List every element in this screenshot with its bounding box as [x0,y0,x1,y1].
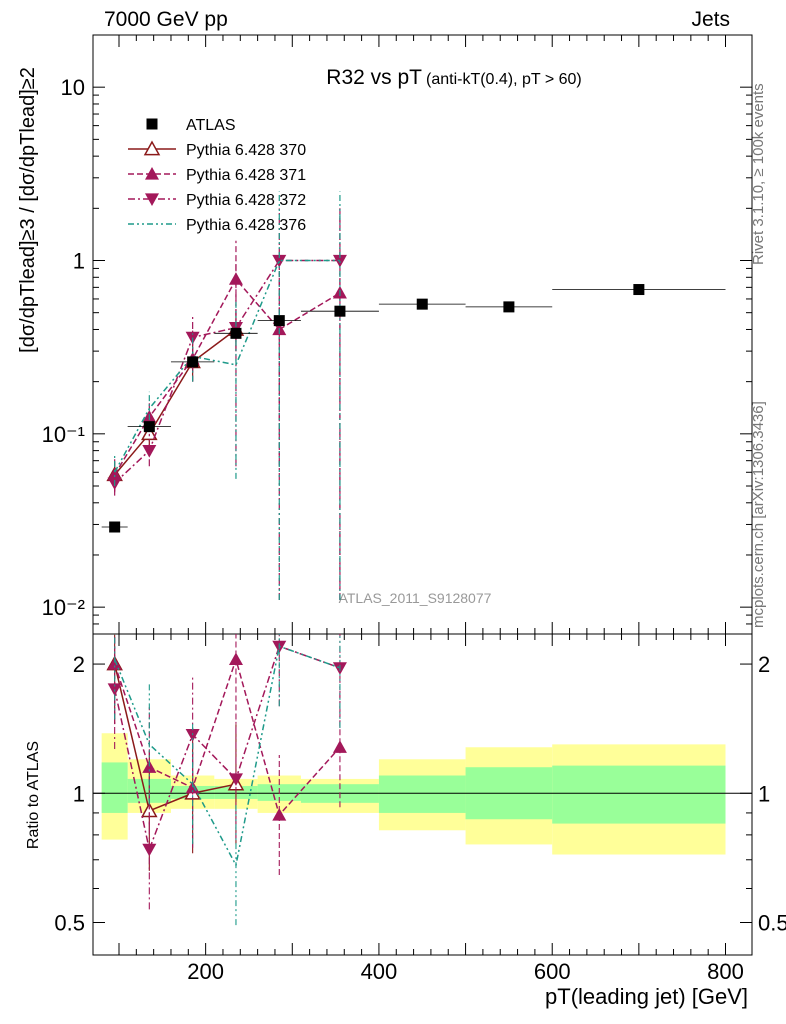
ratio-y-tick-label: 2 [73,652,85,677]
ratio-point-py372 [228,773,243,786]
series-line-py376 [114,259,340,473]
ratio-line-py371 [113,656,341,817]
ratio-y-tick-label-right: 0.5 [758,910,786,935]
point-atlas [334,305,346,317]
ratio-point-py372 [142,843,157,857]
legend-label-py376: Pythia 6.428 376 [186,217,306,234]
ratio-point-py372 [185,728,200,742]
y-tick-label: 1 [73,249,85,274]
ratio-frame [92,633,753,956]
ratio-point-py371 [272,808,287,821]
point-py372 [142,445,157,458]
y-tick-label: 10 [61,75,85,100]
ratio-y-tick-label: 1 [73,781,85,806]
legend-label-py371: Pythia 6.428 371 [186,167,306,184]
ratio-point-py371 [332,740,347,753]
y-tick-label: 10⁻¹ [42,422,85,447]
ratio-point-py371 [142,760,157,773]
ratio-band-green [552,765,726,824]
legend-label-py370: Pythia 6.428 370 [186,142,306,159]
point-py371 [228,272,243,285]
point-atlas [230,327,242,339]
plot-subtitle: (anti-kT(0.4), pT > 60) [426,71,582,88]
ratio-y-tick-label-right: 2 [758,652,770,677]
ratio-line-py376 [113,645,341,868]
y-tick-label: 10⁻² [42,595,85,620]
ratio-line-py372 [113,645,341,853]
legend-marker-py372 [145,193,159,206]
point-atlas [187,356,199,368]
point-atlas [143,421,155,433]
analysis-watermark: ATLAS_2011_S9128077 [339,590,492,606]
point-atlas [109,521,121,533]
ratio-point-py371 [228,652,243,666]
legend-marker-py370 [143,140,161,156]
x-tick-label: 200 [187,959,224,984]
legend-marker-py371 [145,167,159,180]
header-right: Jets [691,8,730,31]
legend-label-atlas: ATLAS [186,117,236,134]
point-atlas [503,301,515,313]
legend-label-py372: Pythia 6.428 372 [186,192,306,209]
ratio-band-green [378,775,466,813]
x-axis-label: pT(leading jet) [GeV] [545,984,748,1009]
x-tick-label: 800 [707,959,744,984]
point-atlas [633,284,645,296]
ratio-y-tick-label-right: 1 [758,781,770,806]
ratio-band-green [101,762,128,813]
point-atlas [273,315,285,327]
plot-title: R32 vs pT [326,66,422,89]
header-left: 7000 GeV pp [104,8,228,31]
x-tick-label: 400 [361,959,398,984]
ratio-y-tick-label: 0.5 [54,910,85,935]
ratio-line-py370 [113,663,237,812]
series-line-py370 [114,328,237,476]
point-atlas [416,298,428,310]
ratio-y-axis-label: Ratio to ATLAS [25,741,42,849]
legend-marker-atlas [146,118,158,130]
y-axis-label: [dσ/dpTlead]≥3 / [dσ/dpTlead]≥2 [17,67,39,353]
x-tick-label: 600 [534,959,571,984]
